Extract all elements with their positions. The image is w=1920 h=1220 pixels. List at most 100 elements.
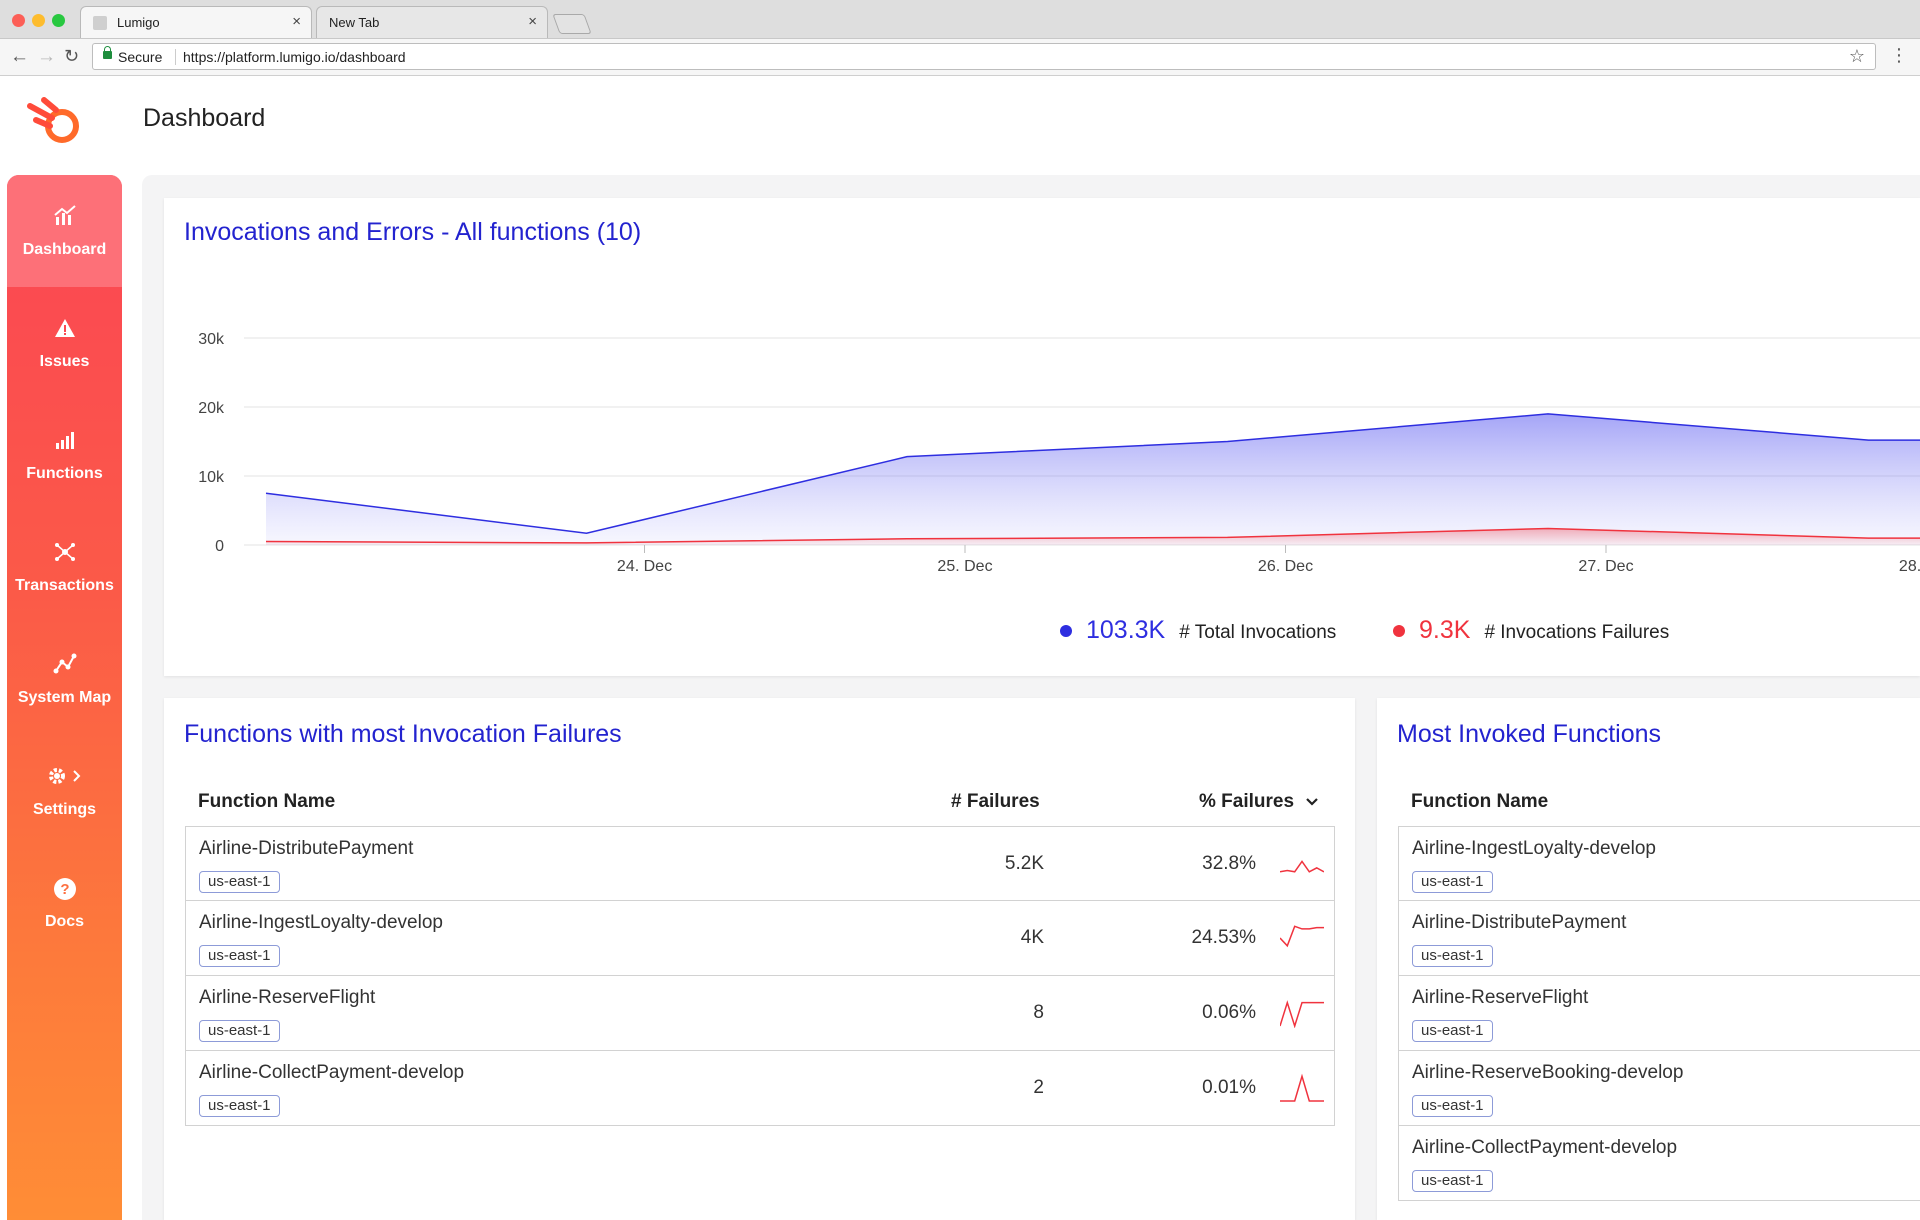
table-row[interactable]: Airline-IngestLoyalty-develop us-east-1 xyxy=(1398,826,1920,901)
table-row[interactable]: Airline-ReserveBooking-develop us-east-1 xyxy=(1398,1051,1920,1126)
forward-arrow-icon[interactable]: → xyxy=(37,46,56,67)
table-row[interactable]: Airline-ReserveFlight us-east-1 8 0.06% xyxy=(185,976,1335,1051)
sidebar-item-label: Transactions xyxy=(15,577,114,594)
sidebar-item-label: Docs xyxy=(44,913,85,930)
close-window-button[interactable] xyxy=(12,14,25,27)
lock-icon xyxy=(103,46,112,59)
lumigo-logo[interactable] xyxy=(26,92,88,154)
sidebar-item-docs[interactable]: ? Docs xyxy=(7,847,122,959)
gear-icon xyxy=(7,765,122,792)
failures-count: 4K xyxy=(1020,927,1044,948)
sidebar-item-system-map[interactable]: System Map xyxy=(7,623,122,735)
series-area-0 xyxy=(266,413,1920,545)
browser-tab-title: Lumigo xyxy=(117,15,160,30)
y-tick-label: 20k xyxy=(198,400,225,417)
function-name[interactable]: Airline-CollectPayment-develop xyxy=(1412,1137,1678,1158)
chevron-down-icon xyxy=(1306,798,1319,806)
column-header-label: % Failures xyxy=(1199,791,1295,812)
function-name[interactable]: Airline-ReserveFlight xyxy=(1412,987,1589,1008)
address-bar[interactable]: Secure https://platform.lumigo.io/dashbo… xyxy=(92,43,1876,70)
function-name[interactable]: Airline-ReserveBooking-develop xyxy=(1412,1062,1684,1083)
region-tag: us-east-1 xyxy=(1412,1170,1493,1192)
function-name[interactable]: Airline-ReserveFlight xyxy=(199,987,376,1008)
legend-dot-total xyxy=(1060,625,1072,637)
function-name[interactable]: Airline-IngestLoyalty-develop xyxy=(199,912,443,933)
failure-sparkline xyxy=(1280,1073,1324,1102)
invocations-chart-card: Invocations and Errors - All functions (… xyxy=(164,198,1920,676)
minimize-window-button[interactable] xyxy=(32,14,45,27)
warning-icon xyxy=(7,317,122,344)
sidebar-item-transactions[interactable]: Transactions xyxy=(7,511,122,623)
browser-toolbar: ← → ↻ Secure https://platform.lumigo.io/… xyxy=(0,39,1920,76)
chart-title: Invocations and Errors - All functions (… xyxy=(184,218,642,246)
network-icon xyxy=(7,541,122,568)
column-header-failures[interactable]: # Failures xyxy=(951,791,1040,812)
column-header-percent-failures[interactable]: % Failures xyxy=(1199,791,1319,813)
total-invocations-label: # Total Invocations xyxy=(1179,622,1337,643)
sidebar: Dashboard Issues Functions Transactions … xyxy=(7,175,122,1220)
map-icon xyxy=(7,653,122,680)
browser-tab-title: New Tab xyxy=(329,15,380,30)
series-line-1 xyxy=(265,527,1920,544)
function-name[interactable]: Airline-IngestLoyalty-develop xyxy=(1412,838,1656,859)
page-title: Dashboard xyxy=(143,104,266,132)
sidebar-item-issues[interactable]: Issues xyxy=(7,287,122,399)
maximize-window-button[interactable] xyxy=(52,14,65,27)
region-tag: us-east-1 xyxy=(1412,945,1493,967)
failures-percent: 24.53% xyxy=(1191,927,1256,948)
function-name[interactable]: Airline-DistributePayment xyxy=(1412,912,1627,933)
failures-count: 8 xyxy=(1033,1002,1044,1023)
dashboard-icon xyxy=(7,205,122,232)
region-tag: us-east-1 xyxy=(1412,871,1493,893)
failures-percent: 0.01% xyxy=(1202,1077,1256,1098)
invocations-area-chart[interactable]: 0 10k 20k 30k 24. Dec 25. Dec 26. Dec 27. Dec 28… xyxy=(164,198,1920,598)
url-text[interactable]: https://platform.lumigo.io/dashboard xyxy=(183,49,406,65)
new-tab-button[interactable] xyxy=(552,14,592,34)
browser-tab-lumigo[interactable]: Lumigo × xyxy=(80,6,312,38)
most-invoked-card-title: Most Invoked Functions xyxy=(1397,720,1662,748)
total-invocations-value: 103.3K xyxy=(1086,616,1166,644)
browser-tab-new[interactable]: New Tab × xyxy=(316,6,548,38)
failure-sparkline xyxy=(1280,860,1324,873)
browser-menu-icon[interactable]: ⋮ xyxy=(1890,45,1908,65)
table-row[interactable]: Airline-DistributePayment us-east-1 5.2K 32… xyxy=(185,826,1335,901)
table-row[interactable]: Airline-CollectPayment-develop us-east-1 xyxy=(1398,1126,1920,1201)
failure-sparkline xyxy=(1280,1000,1324,1028)
series-area-1 xyxy=(266,528,1920,545)
function-name[interactable]: Airline-DistributePayment xyxy=(199,838,414,859)
table-row[interactable]: Airline-CollectPayment-develop us-east-1 2… xyxy=(185,1051,1335,1126)
close-tab-icon[interactable]: × xyxy=(292,13,301,30)
series-line-0 xyxy=(265,413,1920,535)
function-name[interactable]: Airline-CollectPayment-develop xyxy=(199,1062,465,1083)
sidebar-item-label: Functions xyxy=(26,465,103,482)
y-tick-label: 30k xyxy=(198,331,225,348)
sidebar-item-label: System Map xyxy=(17,689,112,706)
x-tick-label: 28. Dec xyxy=(1899,558,1920,575)
failures-card-title: Functions with most Invocation Failures xyxy=(184,720,622,748)
sidebar-item-functions[interactable]: Functions xyxy=(7,399,122,511)
close-tab-icon[interactable]: × xyxy=(528,13,537,30)
browser-tab-strip: Lumigo × New Tab × xyxy=(0,0,1920,39)
y-tick-label: 10k xyxy=(198,469,225,486)
sidebar-item-dashboard[interactable]: Dashboard xyxy=(7,175,122,287)
svg-text:?: ? xyxy=(60,881,69,898)
table-row[interactable]: Airline-DistributePayment us-east-1 xyxy=(1398,901,1920,976)
sidebar-item-settings[interactable]: Settings xyxy=(7,735,122,847)
bookmark-star-icon[interactable]: ☆ xyxy=(1848,46,1865,66)
failures-count: 2 xyxy=(1033,1077,1044,1098)
sidebar-item-label: Issues xyxy=(39,353,90,370)
reload-icon[interactable]: ↻ xyxy=(64,46,80,66)
column-header-function-name: Function Name xyxy=(198,791,336,812)
back-arrow-icon[interactable]: ← xyxy=(10,46,29,67)
legend-dot-failures xyxy=(1393,625,1405,637)
sparkline-path xyxy=(1280,925,1324,948)
table-row[interactable]: Airline-ReserveFlight us-east-1 xyxy=(1398,976,1920,1051)
legend-total[interactable]: 103.3K # Total Invocations xyxy=(1060,616,1336,645)
table-row[interactable]: Airline-IngestLoyalty-develop us-east-1 4K… xyxy=(185,901,1335,976)
x-tick-label: 25. Dec xyxy=(937,558,992,575)
x-tick-label: 26. Dec xyxy=(1258,558,1313,575)
bar-chart-icon xyxy=(7,429,122,456)
x-tick-label: 27. Dec xyxy=(1578,558,1633,575)
sidebar-item-label: Settings xyxy=(32,801,97,818)
legend-failures[interactable]: 9.3K # Invocations Failures xyxy=(1393,616,1669,645)
